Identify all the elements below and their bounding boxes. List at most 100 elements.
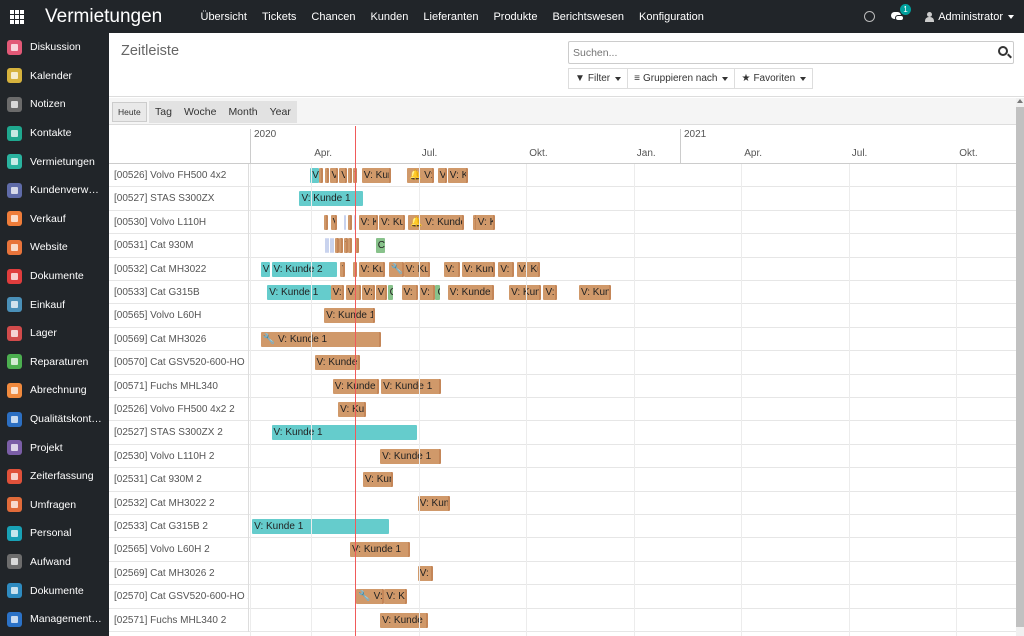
sidebar-item[interactable]: Lager: [0, 319, 109, 348]
vertical-scrollbar[interactable]: [1016, 98, 1024, 636]
sidebar-item[interactable]: Kundenverwaltung: [0, 176, 109, 205]
rental-bar[interactable]: V: Kunde 1: [338, 402, 367, 417]
top-menu-item[interactable]: Produkte: [493, 10, 538, 23]
rental-bar[interactable]: V: Kunde 1: [401, 285, 418, 300]
rental-bar[interactable]: V: Kunde 1: [379, 214, 406, 230]
rental-bar[interactable]: V: Kunde 1: [417, 495, 450, 511]
rental-bar[interactable]: 🔔 V: Kunde 2: [408, 214, 464, 230]
sidebar-item[interactable]: Diskussion: [0, 33, 109, 62]
rental-bar[interactable]: V: Kunde 1: [348, 168, 353, 183]
sidebar-item[interactable]: Management-Reports: [0, 605, 109, 634]
top-menu-item[interactable]: Kunden: [370, 10, 409, 23]
rental-bar[interactable]: V: Kunde 1: [447, 168, 469, 183]
top-menu-item[interactable]: Übersicht: [200, 10, 247, 23]
rental-bar[interactable]: V: Kunde 1: [443, 261, 460, 277]
activity-clock-icon[interactable]: [864, 11, 876, 22]
rental-bar[interactable]: V: Kunde 1: [358, 261, 386, 277]
rental-bar[interactable]: V: Kunde 1: [472, 214, 477, 230]
rental-bar[interactable]: [327, 238, 330, 254]
scrollbar-thumb[interactable]: [1016, 107, 1024, 627]
rental-bar[interactable]: V: Kunde 1: [380, 448, 442, 464]
rental-bar[interactable]: V: Kunde 2: [361, 168, 391, 183]
sidebar-item[interactable]: Dokumente: [0, 262, 109, 291]
rental-bar[interactable]: CORRECTIVE: [387, 285, 393, 300]
rental-bar[interactable]: [343, 214, 346, 230]
rental-bar[interactable]: [331, 238, 334, 254]
rental-bar[interactable]: V: Kunde 1: [347, 214, 353, 230]
rental-bar[interactable]: V: Kunde 1: [355, 238, 360, 254]
sidebar-item[interactable]: Personal: [0, 519, 109, 548]
group-by-button[interactable]: ≡ Gruppieren nach: [628, 68, 736, 89]
rental-bar[interactable]: V: Kunde 1: [324, 168, 329, 183]
rental-bar[interactable]: V: Kunde 1: [340, 261, 345, 277]
apps-menu-icon[interactable]: [0, 0, 34, 33]
rental-bar[interactable]: V: Kunde 1: [252, 519, 389, 534]
rental-bar[interactable]: V: Kunde 1: [339, 238, 344, 254]
rental-bar[interactable]: V: Kunde 1: [271, 425, 417, 441]
rental-bar[interactable]: V: Kunde 1: [347, 238, 353, 254]
rental-bar[interactable]: V: Kunde 1: [314, 355, 360, 371]
favorites-button[interactable]: ★ Favoriten: [735, 68, 814, 89]
sidebar-item[interactable]: Kontakte: [0, 119, 109, 148]
filter-button[interactable]: ▼ Filter: [568, 68, 629, 89]
rental-bar[interactable]: V: Kunde 1: [361, 285, 375, 300]
rental-bar[interactable]: V: Kunde 1: [329, 168, 338, 183]
rental-bar[interactable]: V: Kunde 1: [324, 308, 375, 324]
rental-bar[interactable]: V: Kunde 1: [543, 285, 558, 300]
rental-bar[interactable]: CORRECTIVE: [435, 285, 440, 300]
today-button[interactable]: Heute: [112, 102, 147, 122]
rental-bar[interactable]: [354, 214, 357, 230]
rental-bar[interactable]: V: Kunde 1: [319, 168, 324, 183]
user-menu[interactable]: Administrator: [925, 11, 1014, 23]
rental-bar[interactable]: V: Kunde 1: [358, 214, 378, 230]
rental-bar[interactable]: V: Kunde 1: [339, 168, 347, 183]
sidebar-item[interactable]: Qualitätskontrolle: [0, 405, 109, 434]
sidebar-item[interactable]: Notizen: [0, 90, 109, 119]
rental-bar[interactable]: V: Kunde 1: [299, 191, 363, 207]
rental-bar[interactable]: V: Kunde 1: [437, 168, 447, 183]
scroll-up-icon[interactable]: [1017, 99, 1023, 103]
rental-bar[interactable]: V: Kunde 1: [384, 589, 407, 605]
top-menu-item[interactable]: Konfiguration: [639, 10, 704, 23]
sidebar-item[interactable]: Projekt: [0, 433, 109, 462]
top-menu-item[interactable]: Berichtswesen: [552, 10, 625, 23]
rental-bar[interactable]: V: Kunde 2: [578, 285, 612, 300]
rental-bar[interactable]: [329, 238, 332, 254]
rental-bar[interactable]: V: Kunde 1: [345, 285, 361, 300]
rental-bar[interactable]: V: Kunde 1: [498, 261, 515, 277]
rental-bar[interactable]: V: Kunde 2: [403, 261, 430, 277]
rental-bar[interactable]: V: Kunde 2: [461, 261, 496, 277]
rental-bar[interactable]: V: Kunde 1: [352, 168, 358, 183]
sidebar-item[interactable]: Reparaturen: [0, 348, 109, 377]
rental-bar[interactable]: V: Kunde 1: [381, 378, 442, 394]
rental-bar[interactable]: 🔔 V: Kunde 1: [406, 168, 434, 183]
rental-bar[interactable]: V: Kunde 1: [380, 612, 429, 628]
rental-bar[interactable]: V: Kunde 1: [418, 285, 435, 300]
sidebar-item[interactable]: Kalender: [0, 62, 109, 91]
app-title[interactable]: Vermietungen: [45, 5, 163, 27]
rental-bar[interactable]: V: Kunde 2: [509, 285, 542, 300]
rental-bar[interactable]: V: Kunde 1: [349, 542, 411, 558]
rental-bar[interactable]: V: Kunde 1: [324, 214, 329, 230]
rental-bar[interactable]: [325, 238, 328, 254]
sidebar-item[interactable]: Verkauf: [0, 205, 109, 234]
scale-option[interactable]: Month: [228, 106, 258, 118]
rental-bar[interactable]: V: Kunde 1: [334, 238, 339, 254]
scale-option[interactable]: Woche: [183, 106, 217, 118]
rental-bar[interactable]: V: Kunde 2: [516, 261, 541, 277]
sidebar-item[interactable]: Umfragen: [0, 491, 109, 520]
scale-option[interactable]: Year: [269, 106, 291, 118]
sidebar-item[interactable]: Website: [0, 233, 109, 262]
rental-bar[interactable]: V: Kunde 1: [310, 168, 320, 183]
sidebar-item[interactable]: Einkauf: [0, 290, 109, 319]
top-menu-item[interactable]: Tickets: [261, 10, 297, 23]
rental-bar[interactable]: V: Kunde 1: [417, 565, 433, 581]
rental-bar[interactable]: CORRECTIVE: [375, 238, 386, 254]
top-menu-item[interactable]: Chancen: [311, 10, 356, 23]
sidebar-item[interactable]: Vermietungen: [0, 147, 109, 176]
rental-bar[interactable]: V: Kunde 1: [353, 261, 358, 277]
scale-option[interactable]: Tag: [155, 106, 172, 118]
sidebar-item[interactable]: Abrechnung: [0, 376, 109, 405]
rental-bar[interactable]: 🔧🔔 V: Kunde 2: [388, 261, 404, 277]
rental-bar[interactable]: V: Kunde 1: [267, 285, 331, 300]
